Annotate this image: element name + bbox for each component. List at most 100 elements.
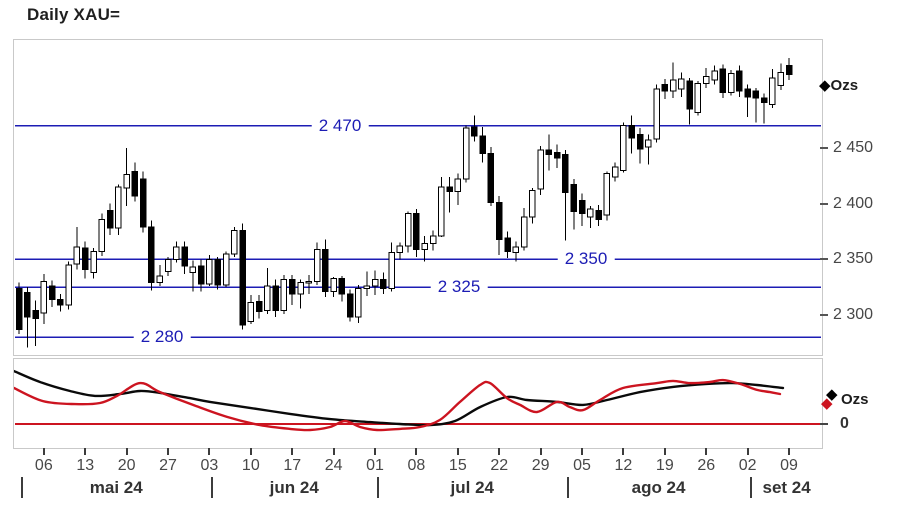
candle-body[interactable] — [181, 246, 188, 267]
candle-body[interactable] — [355, 287, 362, 318]
candle-body[interactable] — [429, 235, 437, 245]
indicator-panel[interactable] — [13, 358, 823, 449]
candle-body[interactable] — [231, 229, 238, 255]
candlestick-chart[interactable] — [14, 40, 822, 355]
candle-body[interactable] — [305, 281, 313, 284]
candle-body[interactable] — [396, 245, 404, 254]
candle-body[interactable] — [156, 275, 164, 284]
candle-body[interactable] — [322, 248, 329, 293]
candle-body[interactable] — [553, 151, 561, 159]
candle-body[interactable] — [247, 302, 255, 323]
candle-body[interactable] — [380, 278, 387, 289]
candle-body[interactable] — [520, 216, 528, 248]
candle-body[interactable] — [421, 243, 428, 250]
candle-body[interactable] — [752, 90, 760, 99]
candle-body[interactable] — [24, 292, 31, 318]
candle-body[interactable] — [338, 277, 346, 295]
oscillator-chart[interactable] — [14, 359, 822, 448]
candle-body[interactable] — [98, 218, 106, 253]
candle-body[interactable] — [785, 65, 793, 76]
candle-body[interactable] — [388, 252, 395, 289]
candle-body[interactable] — [15, 287, 23, 330]
candle-body[interactable] — [661, 84, 669, 92]
candle-body[interactable] — [313, 248, 321, 283]
candle-body[interactable] — [611, 166, 619, 178]
candle-body[interactable] — [711, 70, 718, 81]
candle-body[interactable] — [645, 139, 652, 148]
candle-body[interactable] — [587, 208, 594, 218]
candle-body[interactable] — [736, 70, 743, 92]
candle-body[interactable] — [454, 178, 462, 192]
candle-body[interactable] — [603, 173, 611, 216]
candle-body[interactable] — [222, 253, 230, 286]
candle-body[interactable] — [280, 278, 288, 312]
candle-body[interactable] — [404, 213, 412, 247]
day-label: 20 — [117, 457, 136, 474]
candle-body[interactable] — [371, 278, 379, 287]
candle-body[interactable] — [65, 264, 72, 306]
candle-body[interactable] — [90, 251, 97, 274]
candle-body[interactable] — [529, 189, 536, 218]
candle-body[interactable] — [479, 135, 486, 155]
candle-body[interactable] — [123, 174, 130, 189]
candle-body[interactable] — [115, 186, 122, 229]
candle-body[interactable] — [578, 199, 586, 215]
candle-body[interactable] — [570, 184, 578, 212]
candle-body[interactable] — [48, 285, 56, 300]
day-label: 27 — [159, 457, 177, 474]
candle-body[interactable] — [330, 277, 337, 293]
candle-body[interactable] — [471, 126, 478, 137]
candle-body[interactable] — [173, 246, 180, 260]
candle-body[interactable] — [288, 278, 296, 295]
candle-body[interactable] — [636, 134, 644, 150]
candle-body[interactable] — [197, 265, 205, 285]
candle-body[interactable] — [206, 258, 213, 285]
candle-body[interactable] — [669, 79, 677, 92]
candle-body[interactable] — [678, 78, 685, 90]
candle-body[interactable] — [189, 266, 197, 274]
candle-body[interactable] — [438, 186, 445, 237]
candle-body[interactable] — [504, 237, 511, 253]
candle-body[interactable] — [769, 77, 776, 106]
candle-body[interactable] — [620, 125, 627, 171]
candle-body[interactable] — [346, 293, 354, 318]
candle-body[interactable] — [653, 88, 660, 140]
candle-body[interactable] — [363, 285, 371, 289]
candle-body[interactable] — [495, 202, 503, 240]
candle-body[interactable] — [595, 209, 602, 220]
candle-body[interactable] — [139, 178, 147, 228]
candle-body[interactable] — [719, 68, 727, 93]
candle-body[interactable] — [214, 258, 221, 286]
candle-body[interactable] — [57, 298, 64, 306]
candle-body[interactable] — [702, 76, 710, 84]
candle-body[interactable] — [81, 247, 89, 270]
candle-body[interactable] — [545, 149, 553, 156]
candle-body[interactable] — [462, 127, 470, 180]
candle-body[interactable] — [760, 97, 768, 103]
candle-body[interactable] — [131, 170, 139, 197]
candle-body[interactable] — [562, 154, 569, 194]
candle-body[interactable] — [628, 125, 635, 139]
candle-body[interactable] — [686, 80, 693, 110]
candle-body[interactable] — [446, 186, 453, 192]
candle-body[interactable] — [40, 281, 48, 314]
candle-body[interactable] — [694, 82, 702, 113]
candle-body[interactable] — [413, 213, 420, 250]
candle-body[interactable] — [537, 149, 544, 190]
candle-body[interactable] — [727, 72, 735, 93]
candle-body[interactable] — [487, 153, 495, 204]
candle-body[interactable] — [744, 88, 751, 98]
candle-body[interactable] — [255, 301, 263, 313]
candle-body[interactable] — [73, 246, 81, 265]
price-panel[interactable] — [13, 39, 823, 356]
candle-body[interactable] — [32, 310, 39, 319]
candle-body[interactable] — [512, 246, 520, 254]
candle-body[interactable] — [239, 229, 246, 326]
candle-body[interactable] — [164, 258, 172, 273]
candle-body[interactable] — [106, 209, 114, 229]
candle-body[interactable] — [272, 285, 279, 312]
candle-body[interactable] — [264, 285, 271, 312]
candle-body[interactable] — [777, 71, 785, 87]
candle-body[interactable] — [148, 226, 155, 284]
candle-body[interactable] — [297, 282, 304, 295]
